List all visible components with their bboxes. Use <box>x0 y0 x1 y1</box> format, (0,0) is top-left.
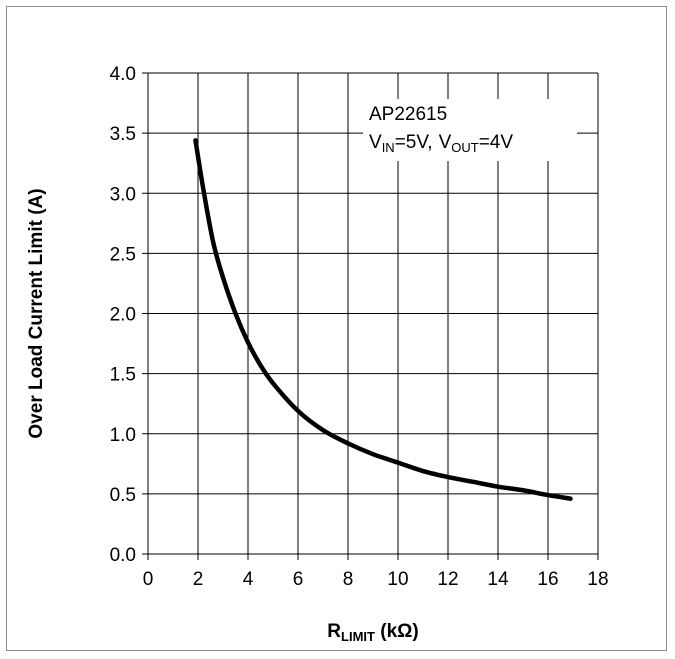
x-tick-label: 6 <box>293 569 304 590</box>
y-tick-label: 1.5 <box>110 365 136 386</box>
vout-label: V <box>439 132 452 153</box>
x-tick-label: 14 <box>487 569 509 590</box>
vin-sub: IN <box>382 140 395 155</box>
x-tick-labels: 0 2 4 6 8 10 12 14 16 18 <box>143 569 609 590</box>
x-axis-label-unit: (kΩ) <box>375 621 419 642</box>
y-tick-label: 2.0 <box>110 305 136 326</box>
x-axis-label-sub: LIMIT <box>341 629 375 644</box>
grid <box>142 72 599 560</box>
y-axis-label: Over Load Current Limit (A) <box>26 188 47 438</box>
current-limit-chart: 0 2 4 6 8 10 12 14 16 18 0.0 0.5 1.0 1.5 2.0 2.5 3.0 3.5… <box>26 64 609 644</box>
y-tick-label: 0.0 <box>110 545 136 566</box>
vin-label: V <box>369 132 382 153</box>
vout-sub: OUT <box>451 140 479 155</box>
y-tick-label: 3.0 <box>110 184 136 205</box>
x-tick-label: 8 <box>343 569 354 590</box>
vout-value: =4V <box>479 132 514 153</box>
series-group <box>193 138 573 501</box>
x-tick-label: 18 <box>587 569 608 590</box>
y-tick-labels: 0.0 0.5 1.0 1.5 2.0 2.5 3.0 3.5 4.0 <box>110 64 136 566</box>
y-tick-label: 2.5 <box>110 244 136 265</box>
y-tick-label: 3.5 <box>110 124 136 145</box>
annotation-box <box>363 99 577 161</box>
x-tick-label: 4 <box>243 569 254 590</box>
y-tick-label: 4.0 <box>110 64 136 85</box>
x-tick-label: 2 <box>193 569 204 590</box>
y-tick-label: 1.0 <box>110 425 136 446</box>
x-tick-label: 0 <box>143 569 154 590</box>
x-axis-label: RLIMIT (kΩ) <box>327 621 418 644</box>
chart-frame: 0 2 4 6 8 10 12 14 16 18 0.0 0.5 1.0 1.5 2.0 2.5 3.0 3.5… <box>6 6 667 651</box>
x-axis-label-main: R <box>327 621 341 642</box>
x-tick-label: 10 <box>387 569 408 590</box>
series-line <box>193 138 573 501</box>
vin-value: =5V, <box>395 132 433 153</box>
annotation-conditions: VIN=5V, VOUT=4V <box>369 132 513 155</box>
x-tick-label: 12 <box>437 569 458 590</box>
y-tick-label: 0.5 <box>110 485 136 506</box>
annotation-part: AP22615 <box>369 104 447 125</box>
x-tick-label: 16 <box>537 569 558 590</box>
